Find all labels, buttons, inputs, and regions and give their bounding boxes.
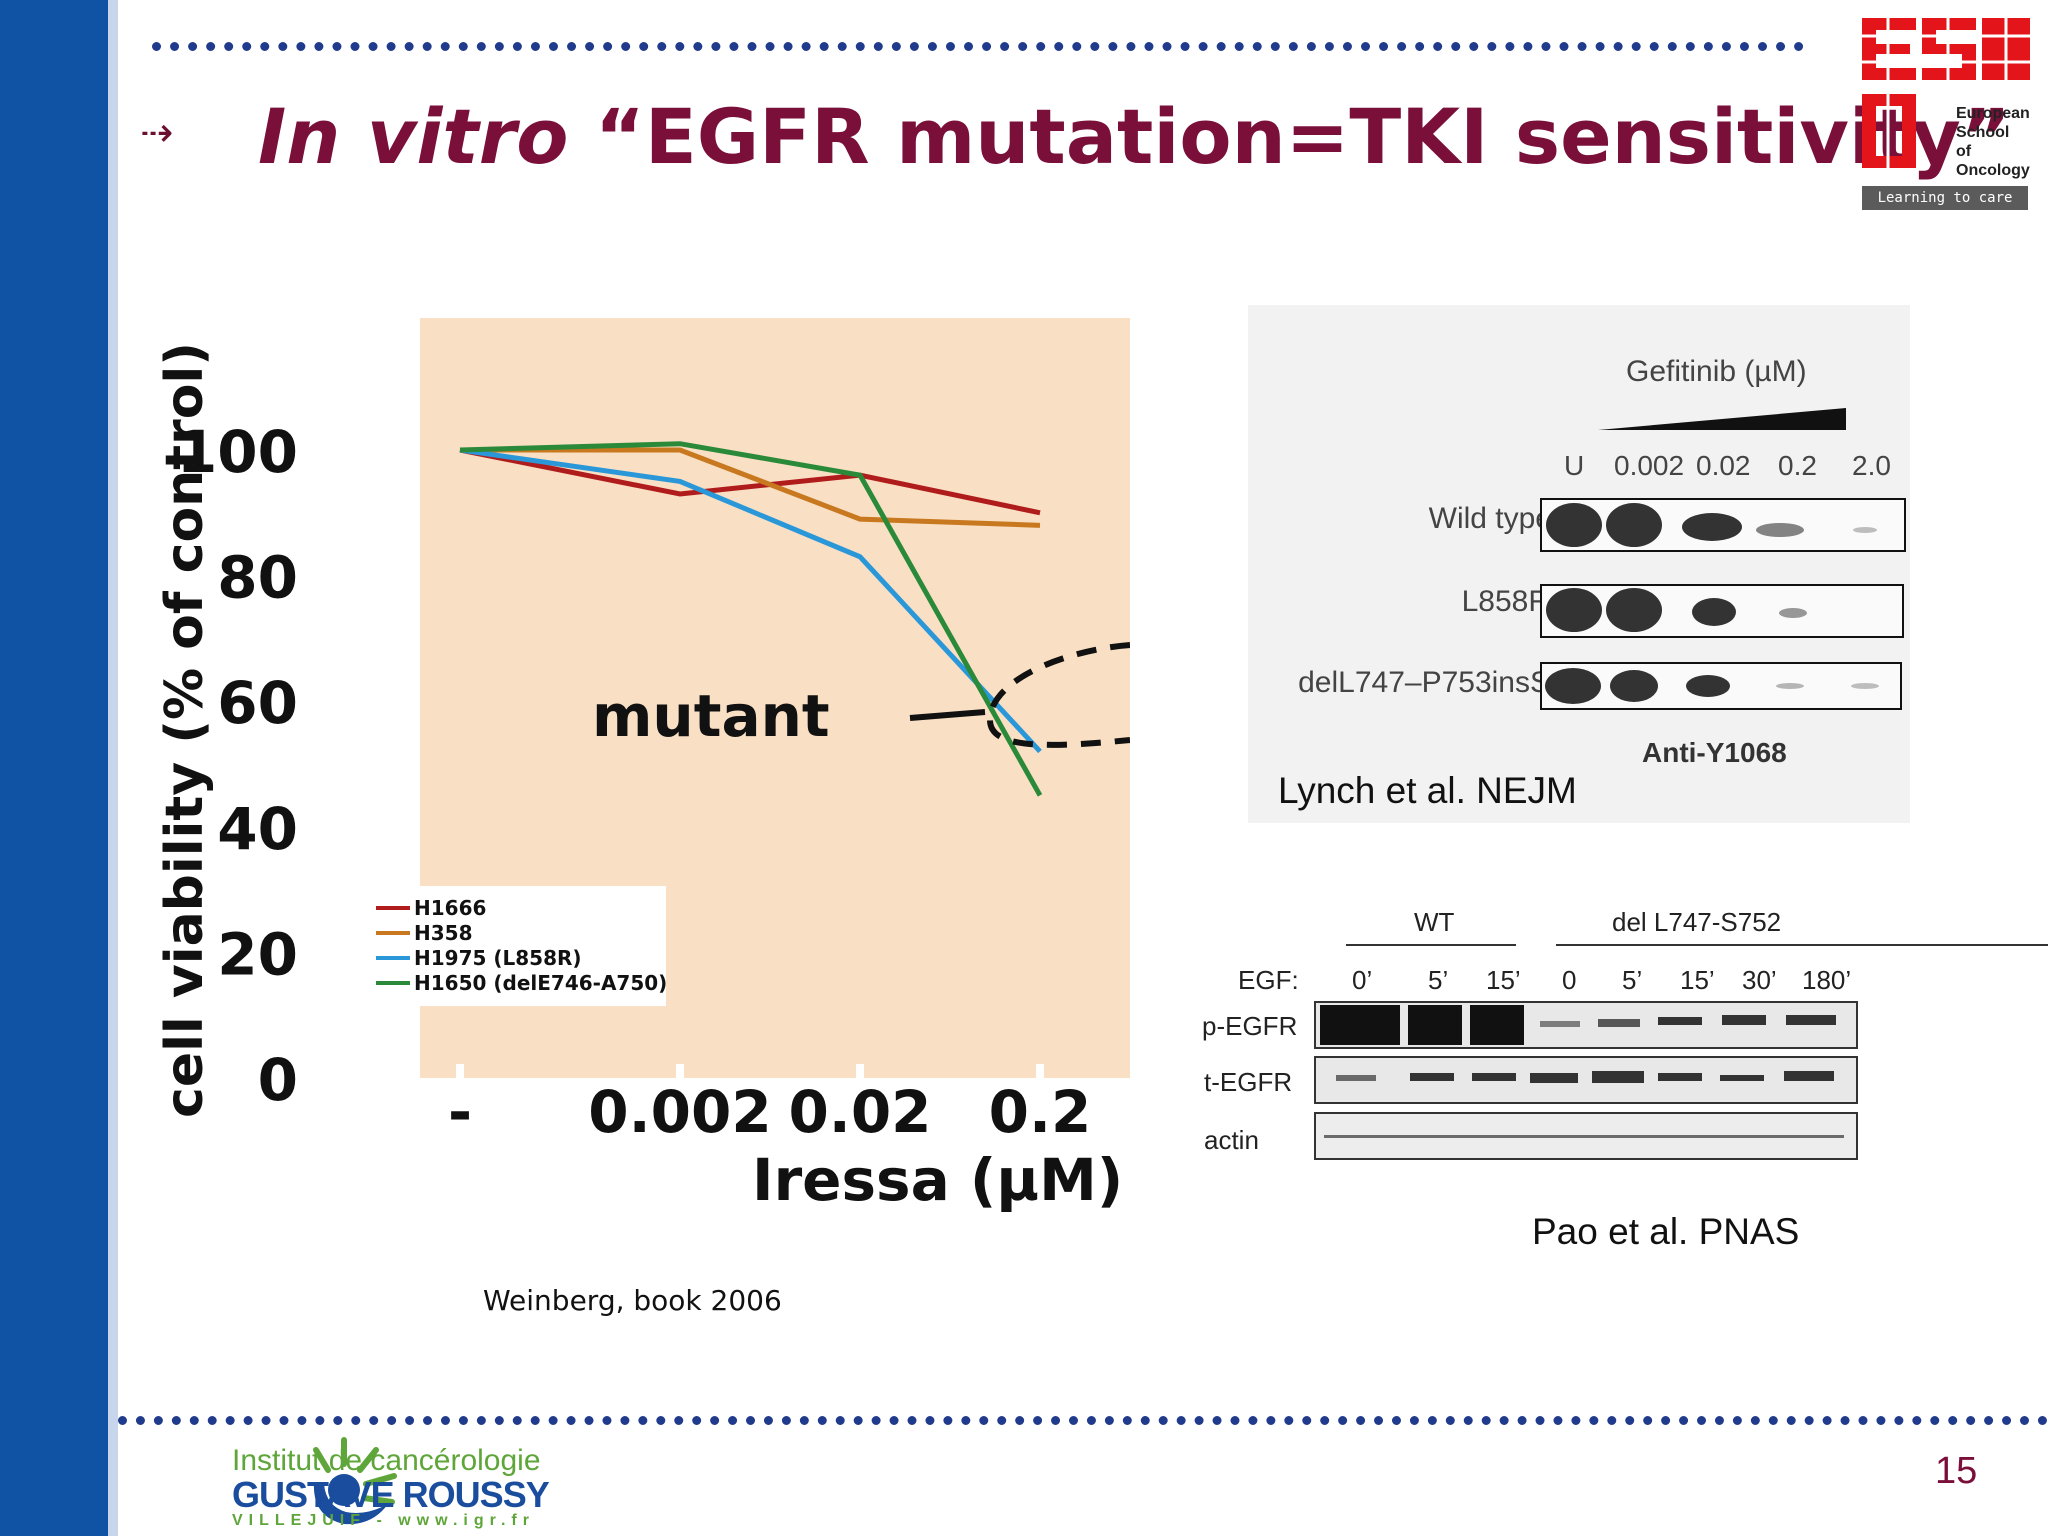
blot1-col-3: 0.2	[1778, 450, 1817, 481]
eso-line-4: Oncology	[1956, 162, 2030, 179]
lynch-blot-panel: Gefitinib (µM) U 0.002 0.02 0.2 2.0 Wild…	[1248, 305, 1910, 823]
title-rest: “EGFR mutation=TKI sensitivity”	[568, 92, 2011, 181]
legend-entry: H1666	[414, 896, 486, 920]
blot1-row-l858r: L858R	[1461, 585, 1550, 618]
igr-line-3: VILLEJUIF - www.igr.fr	[232, 1512, 535, 1529]
tp-5: 15’	[1680, 965, 1715, 995]
tp-1: 5’	[1428, 965, 1449, 995]
eso-logo	[1862, 18, 2030, 168]
legend-entry: H1650 (delE746-A750)	[414, 971, 667, 995]
x-tick-mark	[856, 1064, 864, 1078]
title-italic: In vitro	[258, 92, 569, 181]
blot1-col-0: U	[1564, 450, 1585, 481]
eso-line-3: of	[1956, 143, 1972, 160]
page-number: 15	[1935, 1450, 1978, 1492]
y-tick-label: 40	[217, 795, 298, 863]
tp-4: 5’	[1622, 965, 1643, 995]
igr-logo-mark	[313, 1437, 397, 1525]
legend-box	[366, 886, 666, 1006]
blot2-lanes	[1314, 1001, 1858, 1160]
bullet-arrow-icon: ⇢	[140, 110, 174, 156]
series-line	[459, 447, 1042, 754]
y-tick-label: 100	[177, 418, 298, 486]
bottom-dotted-divider	[118, 1416, 2048, 1425]
x-tick-mark	[676, 1064, 684, 1078]
y-tick-label: 80	[217, 544, 298, 612]
slide-title: In vitro “EGFR mutation=TKI sensitivity”	[258, 92, 2011, 181]
x-tick-label: 0.02	[788, 1078, 931, 1146]
blot2-row-tegfr: t-EGFR	[1204, 1067, 1293, 1097]
y-tick-label: 20	[217, 920, 298, 988]
tp-6: 30’	[1742, 965, 1777, 995]
pao-citation: Pao et al. PNAS	[1532, 1211, 1800, 1252]
x-tick-label: 0.002	[588, 1078, 771, 1146]
blot1-row-del: delL747–P753insS	[1298, 666, 1550, 699]
tp-7: 180’	[1802, 965, 1852, 995]
left-color-band	[0, 0, 108, 1536]
x-axis-label: Iressa (µM)	[752, 1146, 1123, 1214]
antibody-label: Anti-Y1068	[1642, 737, 1787, 768]
blot1-row-wildtype: Wild type	[1428, 502, 1552, 535]
mutant-pointer	[909, 709, 986, 721]
tp-2: 15’	[1486, 965, 1521, 995]
eso-line-1: European	[1956, 105, 2030, 122]
lynch-citation: Lynch et al. NEJM	[1278, 770, 1577, 811]
blot2-row-actin: actin	[1204, 1125, 1259, 1155]
eso-logo-text: European School of Oncology	[1956, 104, 2030, 180]
blot1-col-1: 0.002	[1614, 450, 1685, 481]
dose-gradient-wedge	[1598, 408, 1846, 430]
series-line	[460, 447, 1041, 528]
tp-0: 0’	[1352, 965, 1373, 995]
top-dotted-divider	[152, 42, 1804, 51]
blot1-lanes	[1540, 498, 1906, 710]
legend-entry: H1975 (L858R)	[414, 946, 582, 970]
blot1-col-2: 0.02	[1696, 450, 1751, 481]
weinberg-citation: Weinberg, book 2006	[483, 1284, 782, 1317]
group-wt-label: WT	[1414, 907, 1455, 937]
igr-line-2: GUSTAVE ROUSSY	[232, 1474, 550, 1515]
group-underlines	[1346, 944, 2048, 946]
egf-label: EGF:	[1238, 965, 1299, 995]
mutant-annotation: mutant	[592, 682, 830, 750]
igr-line-1: Institut de cancérologie	[232, 1444, 541, 1477]
x-tick-label: -	[448, 1078, 472, 1146]
blot1-col-4: 2.0	[1852, 450, 1891, 481]
eso-tagline: Learning to care	[1862, 186, 2028, 210]
gefitinib-header: Gefitinib (µM)	[1626, 355, 1807, 388]
x-tick-mark	[1036, 1064, 1044, 1078]
left-band-shadow	[108, 0, 118, 1536]
legend-entry: H358	[414, 921, 473, 945]
x-tick-label: 0.2	[989, 1078, 1092, 1146]
y-tick-label: 60	[217, 669, 298, 737]
group-mut-label: del L747-S752	[1612, 907, 1782, 937]
series-line	[459, 441, 1043, 797]
dose-response-chart: cell viability (% of control) Iressa (µM…	[155, 300, 1140, 1240]
x-tick-mark	[456, 1064, 464, 1078]
blot2-row-pegfr: p-EGFR	[1202, 1011, 1298, 1041]
mutant-dashed-bracket	[986, 642, 1131, 748]
eso-line-2: School	[1956, 124, 2010, 141]
y-axis-label: cell viability (% of control)	[155, 342, 215, 1118]
tp-3: 0	[1562, 965, 1577, 995]
y-tick-label: 0	[258, 1046, 298, 1114]
